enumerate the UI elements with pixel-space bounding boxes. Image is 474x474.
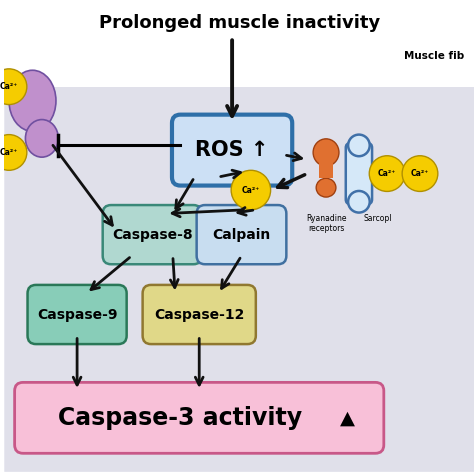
Text: Ca²⁺: Ca²⁺: [411, 169, 429, 178]
Text: Ca²⁺: Ca²⁺: [242, 185, 260, 194]
Text: Sarcopl: Sarcopl: [364, 213, 392, 222]
FancyBboxPatch shape: [346, 143, 372, 204]
Text: Ca²⁺: Ca²⁺: [0, 148, 18, 157]
Text: Ryanadine
receptors: Ryanadine receptors: [306, 213, 346, 233]
Text: Ca²⁺: Ca²⁺: [378, 169, 396, 178]
Text: Ca²⁺: Ca²⁺: [0, 82, 18, 91]
Ellipse shape: [26, 119, 58, 157]
Circle shape: [348, 191, 370, 212]
FancyBboxPatch shape: [197, 205, 286, 264]
Ellipse shape: [316, 178, 336, 197]
Text: Caspase-9: Caspase-9: [37, 308, 118, 321]
FancyBboxPatch shape: [27, 285, 127, 344]
Ellipse shape: [313, 139, 339, 166]
Text: Calpain: Calpain: [212, 228, 271, 242]
FancyBboxPatch shape: [103, 205, 202, 264]
Text: ▲: ▲: [340, 408, 355, 428]
FancyBboxPatch shape: [143, 285, 256, 344]
Bar: [319, 150, 333, 178]
FancyBboxPatch shape: [172, 115, 292, 185]
Circle shape: [369, 156, 405, 191]
FancyBboxPatch shape: [4, 58, 474, 472]
Circle shape: [0, 135, 27, 170]
Text: Caspase-12: Caspase-12: [154, 308, 245, 321]
Bar: [4, 2, 474, 87]
Circle shape: [0, 69, 27, 105]
Text: Caspase-3 activity: Caspase-3 activity: [58, 406, 302, 430]
Text: ROS ↑: ROS ↑: [195, 140, 269, 160]
Circle shape: [231, 170, 271, 210]
Circle shape: [348, 135, 370, 156]
Text: Prolonged muscle inactivity: Prolonged muscle inactivity: [99, 14, 380, 32]
Text: Muscle fib: Muscle fib: [404, 52, 465, 62]
Circle shape: [402, 156, 438, 191]
FancyBboxPatch shape: [15, 383, 384, 453]
Text: Caspase-8: Caspase-8: [112, 228, 192, 242]
Ellipse shape: [9, 70, 56, 131]
